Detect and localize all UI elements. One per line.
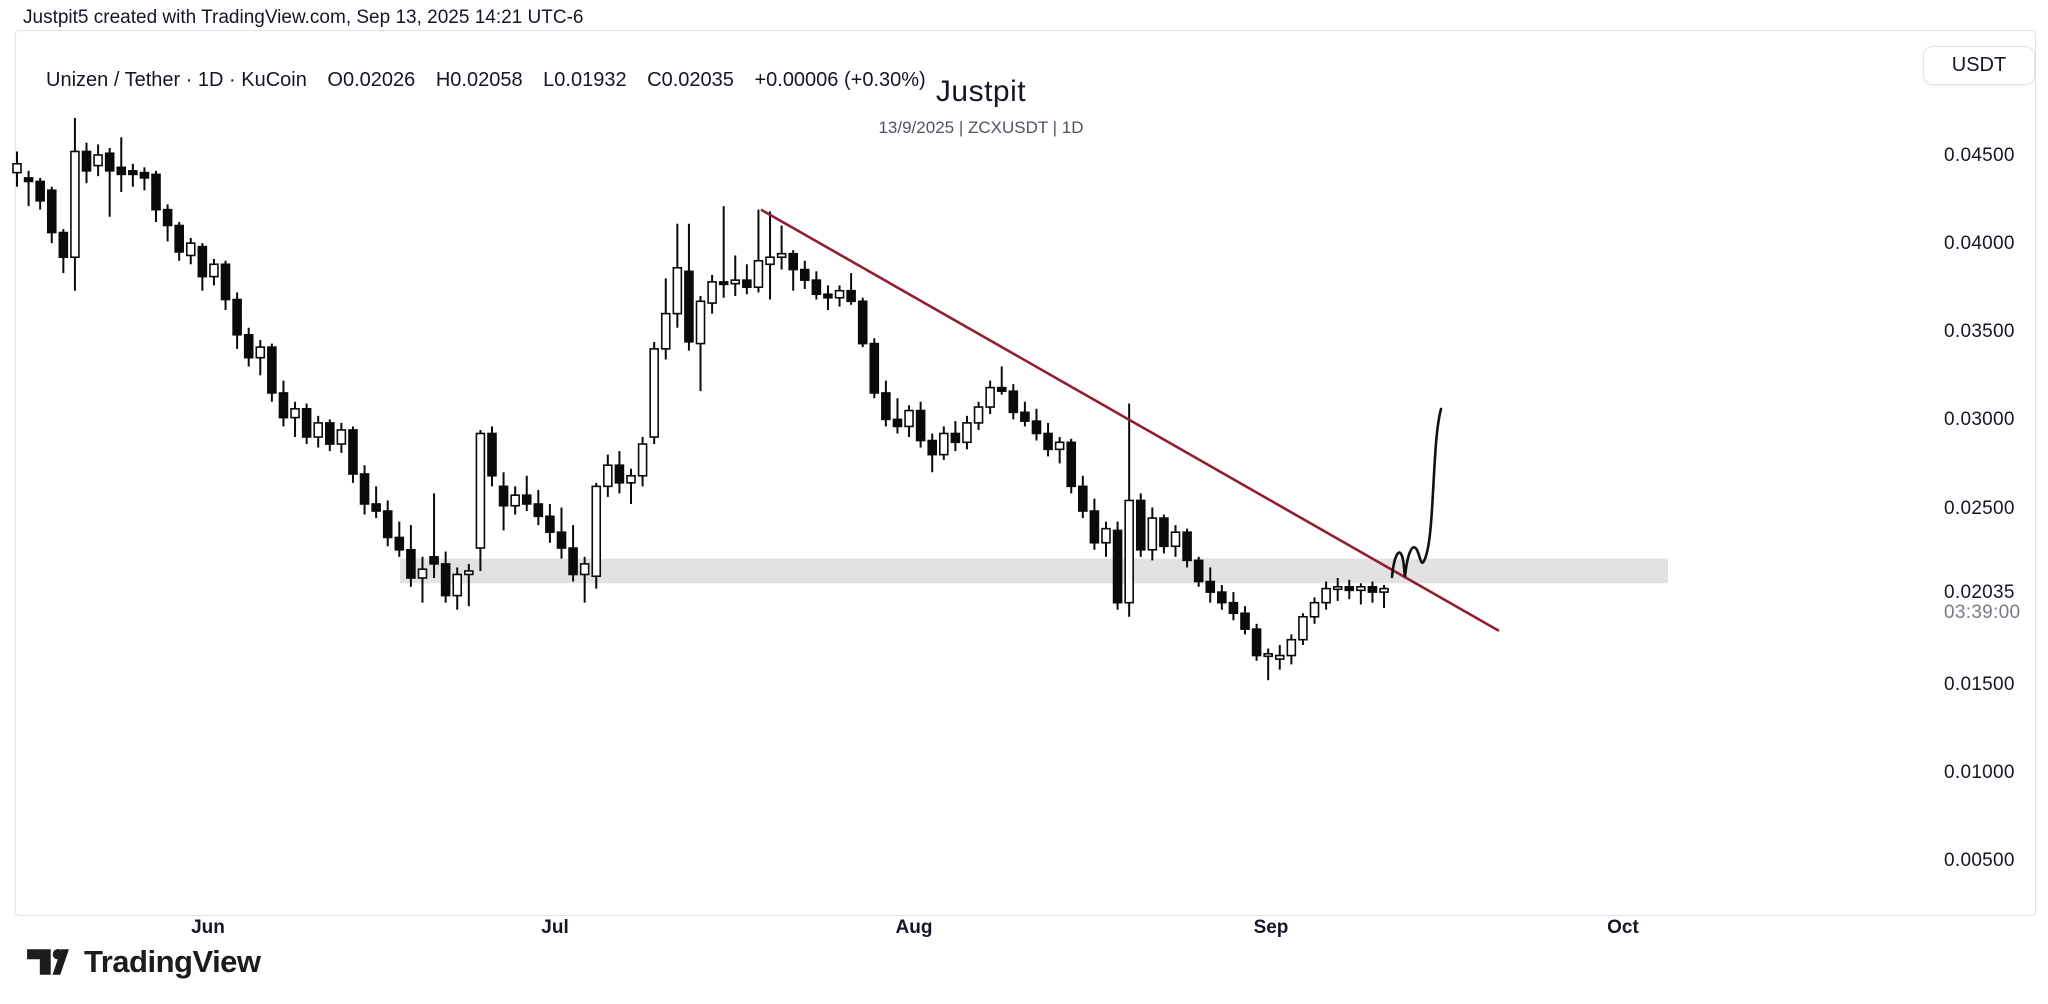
candles [12,117,1389,681]
watermark-title: Justpit [935,75,1027,108]
month-tick-jul: Jul [541,917,569,938]
month-tick-oct: Oct [1607,917,1639,938]
ohlc-high: H0.02058 [435,69,523,91]
price-tick-label: 0.01000 [1944,761,2015,783]
snapshot-attribution: Justpit5 created with TradingView.com, S… [23,7,584,28]
chart-watermark: Justpit 13/9/2025 | ZCXUSDT | 1D [878,75,1083,138]
symbol-info-bar: Unizen / Tether · 1D · KuCoin O0.02026 H… [46,69,941,92]
price-tick-label: 0.01500 [1944,673,2015,695]
freehand-projection-drawing[interactable] [1390,407,1443,579]
descending-trendline[interactable] [760,208,1500,633]
month-tick-sep: Sep [1253,917,1289,938]
watermark-subtitle: 13/9/2025 | ZCXUSDT | 1D [878,118,1084,137]
currency-usdt-button[interactable]: USDT [1923,46,2035,85]
current-price-label: 0.02035 [1944,582,2015,604]
month-tick-aug: Aug [895,917,933,938]
price-tick-label: 0.03000 [1944,409,2015,431]
support-zone [400,558,1668,584]
ohlc-close: C0.02035 [647,69,734,91]
price-tick-label: 0.04500 [1944,145,2015,166]
symbol-title: Unizen / Tether · 1D · KuCoin [46,69,307,91]
price-tick-label: 0.02500 [1944,497,2015,519]
tradingview-logo-text: TradingView [84,944,261,979]
ohlc-open: O0.02026 [327,69,416,91]
price-tick-label: 0.00500 [1944,850,2015,871]
bar-countdown-label: 03:39:00 [1944,602,2021,624]
month-tick-jun: Jun [191,917,225,938]
tradingview-logo-icon [27,949,69,975]
tradingview-logo[interactable]: TradingView [25,942,261,982]
ohlc-change: +0.00006 (+0.30%) [754,69,926,91]
ohlc-low: L0.01932 [543,69,627,91]
price-tick-label: 0.03500 [1944,321,2015,343]
price-tick-label: 0.04000 [1944,233,2015,255]
